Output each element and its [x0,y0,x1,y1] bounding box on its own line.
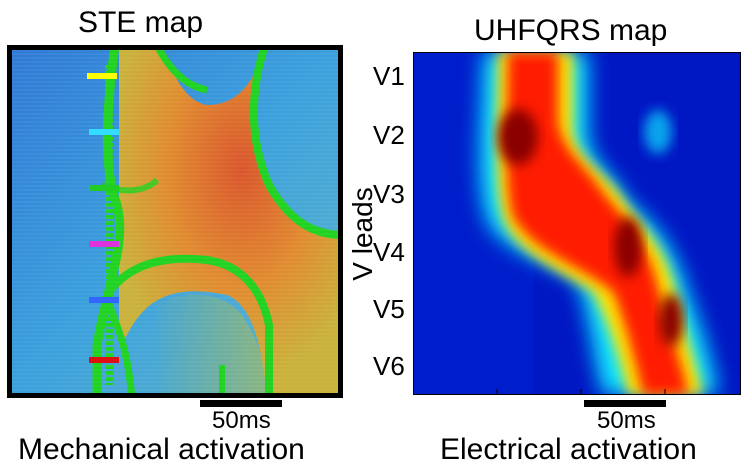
marker-yellow [87,73,117,79]
uhfqrs-map-title: UHFQRS map [474,14,668,47]
marker-green [89,185,119,191]
mechanical-caption: Mechanical activation [18,433,305,466]
uhfqrs-scale-bar [584,400,666,407]
lead-v1: V1 [373,61,405,91]
uhfqrs-map-image [413,52,741,395]
lead-v5: V5 [373,294,405,324]
lead-v2: V2 [373,120,405,150]
marker-cyan [89,129,119,135]
lead-v6: V6 [373,351,405,381]
electrical-caption: Electrical activation [440,433,697,466]
uhfqrs-scale-label: 50ms [597,407,656,434]
marker-blue [89,297,119,303]
ste-map-title: STE map [78,6,204,39]
marker-magenta [89,241,119,247]
ste-scale-label: 50ms [212,407,271,434]
ste-scale-bar [200,400,282,407]
ste-map-image [7,45,343,398]
lead-v3: V3 [373,179,405,209]
marker-red [89,357,119,363]
lead-labels: V1 V2 V3 V4 V5 V6 [373,52,413,392]
lead-v4: V4 [373,237,405,267]
